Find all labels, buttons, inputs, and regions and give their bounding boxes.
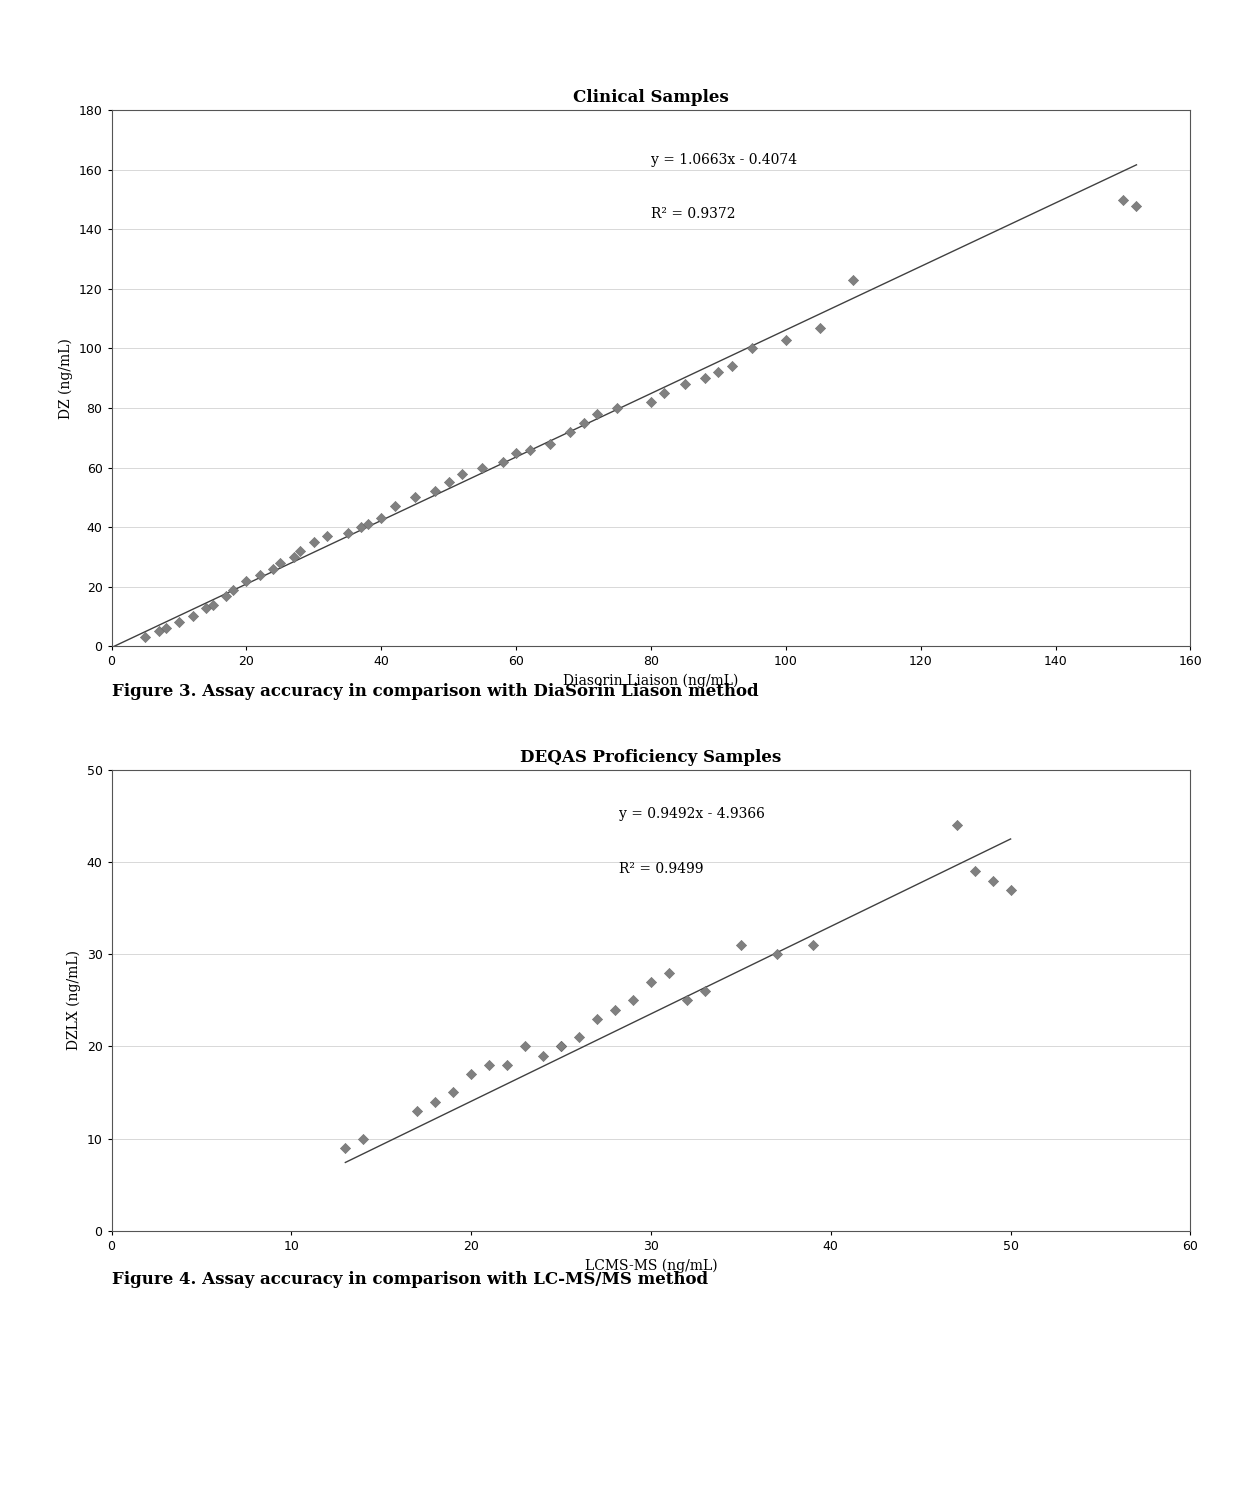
Point — [263, 557, 283, 581]
Point — [1126, 193, 1146, 217]
Point — [237, 569, 257, 593]
Point — [810, 316, 830, 340]
Text: Figure 4. Assay accuracy in comparison with LC-MS/MS method: Figure 4. Assay accuracy in comparison w… — [112, 1271, 708, 1288]
Point — [335, 1136, 356, 1160]
Point — [497, 1052, 517, 1077]
Point — [425, 479, 445, 503]
Point — [776, 328, 796, 352]
Point — [203, 592, 223, 616]
Point — [622, 988, 642, 1012]
Point — [551, 1034, 570, 1059]
Point — [439, 471, 459, 495]
Point — [743, 337, 763, 361]
Point — [608, 396, 627, 420]
Point — [766, 942, 787, 966]
Point — [732, 933, 751, 957]
Point — [135, 625, 155, 649]
Point — [533, 1043, 553, 1068]
Point — [290, 539, 310, 563]
Point — [677, 988, 697, 1012]
Point — [675, 371, 694, 396]
Point — [169, 610, 188, 634]
Point — [588, 1007, 608, 1031]
Point — [492, 450, 512, 474]
Text: y = 1.0663x - 0.4074: y = 1.0663x - 0.4074 — [651, 153, 797, 168]
Point — [461, 1062, 481, 1086]
Point — [472, 456, 492, 480]
Point — [351, 515, 371, 539]
Point — [182, 604, 202, 628]
Point — [216, 583, 236, 607]
Point — [587, 402, 606, 426]
Point — [479, 1052, 498, 1077]
Point — [655, 381, 675, 405]
Point — [804, 933, 823, 957]
Text: y = 0.9492x - 4.9366: y = 0.9492x - 4.9366 — [619, 806, 765, 821]
Point — [196, 595, 216, 619]
Point — [843, 267, 863, 291]
Title: Clinical Samples: Clinical Samples — [573, 89, 729, 106]
Point — [574, 411, 594, 435]
Point — [384, 494, 404, 518]
Point — [149, 619, 169, 643]
Y-axis label: DZ (ng/mL): DZ (ng/mL) — [58, 338, 73, 418]
Point — [982, 868, 1002, 892]
X-axis label: Diasorin Liaison (ng/mL): Diasorin Liaison (ng/mL) — [563, 673, 739, 689]
Point — [453, 462, 472, 486]
Point — [722, 355, 742, 379]
Point — [444, 1081, 464, 1105]
Point — [317, 524, 337, 548]
Point — [694, 978, 714, 1003]
Point — [155, 616, 176, 640]
Text: R² = 0.9499: R² = 0.9499 — [619, 862, 703, 876]
Point — [641, 969, 661, 994]
Point — [407, 1099, 427, 1123]
X-axis label: LCMS-MS (ng/mL): LCMS-MS (ng/mL) — [585, 1258, 717, 1273]
Title: DEQAS Proficiency Samples: DEQAS Proficiency Samples — [521, 749, 781, 766]
Point — [284, 545, 304, 569]
Point — [1001, 877, 1021, 901]
Point — [605, 998, 625, 1022]
Point — [539, 432, 559, 456]
Point — [520, 438, 539, 462]
Point — [405, 485, 425, 509]
Point — [304, 530, 324, 554]
Point — [353, 1126, 373, 1151]
Point — [1114, 187, 1133, 211]
Point — [551, 1034, 570, 1059]
Point — [569, 1025, 589, 1049]
Point — [358, 512, 378, 536]
Point — [506, 441, 526, 465]
Point — [641, 390, 661, 414]
Point — [660, 960, 680, 985]
Point — [223, 578, 243, 602]
Point — [425, 1090, 445, 1114]
Point — [337, 521, 357, 545]
Point — [516, 1034, 536, 1059]
Point — [708, 361, 728, 385]
Text: Figure 3. Assay accuracy in comparison with DiaSorin Liason method: Figure 3. Assay accuracy in comparison w… — [112, 683, 758, 699]
Point — [270, 551, 290, 575]
Text: R² = 0.9372: R² = 0.9372 — [651, 207, 735, 220]
Point — [560, 420, 580, 444]
Y-axis label: DZLX (ng/mL): DZLX (ng/mL) — [67, 950, 81, 1051]
Point — [250, 563, 270, 587]
Point — [947, 814, 967, 838]
Point — [694, 367, 714, 391]
Point — [371, 506, 391, 530]
Point — [965, 859, 985, 883]
